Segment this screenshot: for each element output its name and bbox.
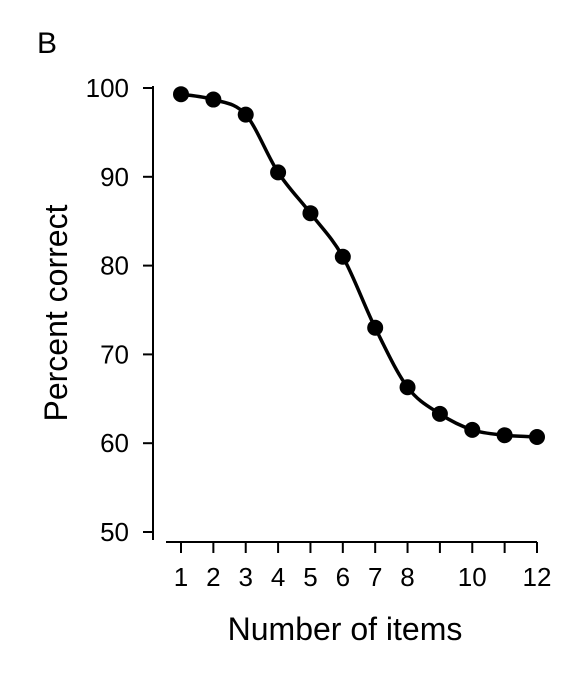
data-point (334, 248, 351, 265)
y-ticks: 50 60 70 80 90 100 (86, 73, 153, 547)
data-point (270, 164, 287, 181)
x-tick-label: 1 (174, 562, 188, 592)
panel-label: B (37, 27, 57, 60)
x-tick-label: 5 (303, 562, 317, 592)
data-point (367, 319, 384, 336)
x-tick-label: 4 (271, 562, 285, 592)
series-line (179, 92, 539, 439)
data-point (496, 427, 513, 444)
x-axis-title: Number of items (228, 611, 463, 647)
x-tick-label: 12 (523, 562, 552, 592)
x-tick-label: 3 (238, 562, 252, 592)
data-point (302, 205, 319, 222)
data-point (431, 405, 448, 422)
y-tick-label: 60 (100, 428, 129, 458)
series-markers (173, 86, 545, 445)
data-point (464, 421, 481, 438)
y-axis-title: Percent correct (38, 204, 74, 421)
data-point (237, 106, 254, 123)
y-tick-label: 90 (100, 162, 129, 192)
x-tick-label: 2 (206, 562, 220, 592)
y-tick-label: 70 (100, 339, 129, 369)
x-tick-label: 6 (336, 562, 350, 592)
x-tick-label: 7 (368, 562, 382, 592)
data-point (205, 91, 222, 108)
y-tick-label: 50 (100, 517, 129, 547)
data-point (529, 428, 545, 445)
x-ticks: 1 2 3 4 5 6 7 8 10 12 (174, 542, 552, 592)
data-point (399, 379, 416, 396)
data-point (173, 86, 189, 103)
y-tick-label: 100 (86, 73, 129, 103)
x-tick-label: 8 (400, 562, 414, 592)
x-tick-label: 10 (458, 562, 487, 592)
y-tick-label: 80 (100, 251, 129, 281)
